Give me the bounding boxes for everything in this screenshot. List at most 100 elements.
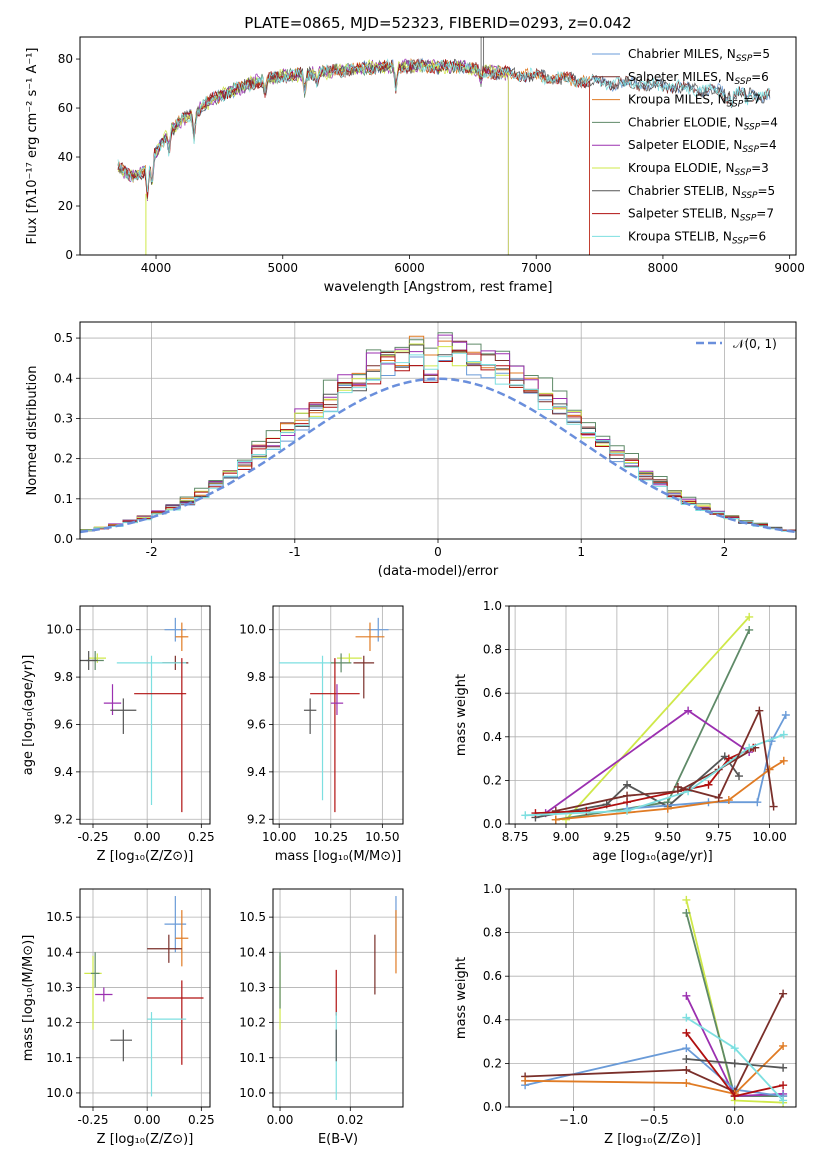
x-tick-label: 9.50 [654,830,681,844]
y-tick-label: 9.6 [54,717,73,731]
x-tick-label: 6000 [394,261,425,275]
y-tick-label: 10.2 [239,1016,266,1030]
weight-marker [779,756,788,765]
x-tick-label: 0.0 [725,1113,744,1127]
spectrum-series-kroupa-stelib [117,58,771,193]
x-tick-label: 10.00 [262,830,296,844]
weight-marker [735,772,744,781]
y-tick-label: 40 [58,150,73,164]
weight-marker [745,743,754,752]
weight_vs_age-panel: 8.75 9.00 9.25 9.50 9.75 10.00 0.0 0.2 0.4 0.6 0.8… [454,599,797,864]
weight-marker [745,625,754,634]
y-axis-label: age [log₁₀(age/yr)] [21,655,36,776]
x-tick-label: 0.00 [267,1113,294,1127]
weight-marker [779,1081,788,1090]
weight-marker [673,782,682,791]
y-axis-label: Normed distribution [25,366,40,496]
weight-marker [682,1028,691,1037]
mass_vs_Z-panel: -0.25 0.00 0.25 10.0 10.1 10.2 10.3 10.4 10.5 Z [… [21,888,215,1147]
weight-marker [682,908,691,917]
y-tick-label: 10.1 [239,1051,266,1065]
y-tick-label: 0.5 [54,331,73,345]
y-tick-label: 0.4 [483,1013,502,1027]
y-tick-label: 60 [58,101,73,115]
x-axis-label: Z [log₁₀(Z/Z⊙)] [97,849,194,864]
weight-marker [745,612,754,621]
x-tick-label: 10.50 [365,830,399,844]
weight-marker [720,752,729,761]
weight-marker [724,796,733,805]
weight_vs_Z-panel: −1.0 −0.5 0.0 0.0 0.2 0.4 0.6 0.8 1.0 Z [log₁₀(Z/… [454,882,797,1147]
spectrum-series-chabrier-stelib [117,58,771,199]
legend-label: Salpeter STELIB, NSSP=7 [628,207,774,224]
weight-line-salpeter-miles [677,707,775,807]
x-tick-label: 0.25 [188,830,215,844]
x-tick-label: 7000 [521,261,552,275]
weight-marker [682,1044,691,1053]
spectrum-series-chabrier-elodie [117,59,509,255]
x-tick-label: 10.00 [752,830,786,844]
y-axis-label: mass weight [454,957,469,1039]
axes-frame [79,605,211,825]
x-tick-label: 9.25 [604,830,631,844]
weight-marker [779,989,788,998]
weight-marker [755,706,764,715]
x-tick-label: 0.25 [188,1113,215,1127]
age_vs_Z-panel: -0.25 0.00 0.25 9.2 9.4 9.6 9.8 10.0 Z [log₁₀(Z/… [21,605,215,864]
weight-marker [682,895,691,904]
x-tick-label: 4000 [141,261,172,275]
weight-marker [765,765,774,774]
legend-label: Chabrier ELODIE, NSSP=4 [628,115,778,132]
y-tick-label: 9.2 [54,812,73,826]
weight-marker [551,815,560,824]
weight-marker [730,1044,739,1053]
spectrum-panel: 4000 5000 6000 7000 8000 9000 0 20 40 60 80 wavelen… [25,36,805,295]
weight-marker [779,1063,788,1072]
x-axis-label: Z [log₁₀(Z/Z⊙)] [97,1132,194,1147]
weight-marker [582,806,591,815]
axes-frame [272,888,404,1108]
weight-marker [682,1055,691,1064]
x-tick-label: 2 [721,545,729,559]
weight-line-kroupa-stelib [525,733,785,817]
y-tick-label: 20 [58,199,73,213]
x-tick-label: -0.25 [77,830,108,844]
x-tick-label: 0.00 [134,1113,161,1127]
y-tick-label: 10.0 [46,623,73,637]
errorbar-points [279,896,397,1100]
weight-series [521,612,790,824]
legend-label: Salpeter MILES, NSSP=6 [628,70,769,87]
errorbar-points [84,896,204,1097]
y-tick-label: 0.2 [54,452,73,466]
errorbar-points [279,617,389,813]
y-tick-label: 0.0 [483,1100,502,1114]
y-tick-label: 0.0 [54,532,73,546]
weight-marker [682,1013,691,1022]
spectrum-series-salpeter-elodie [117,58,509,255]
weight-line-kroupa-elodie [565,616,750,821]
spectrum-legend: Chabrier MILES, NSSP=5 Salpeter MILES, NS… [592,47,778,246]
mass_vs_ebv-panel: 0.00 0.02 10.0 10.1 10.2 10.3 10.4 10.5 E(B-V) [239,888,404,1147]
x-tick-label: 1 [577,545,585,559]
spectrum-series-kroupa-elodie [117,59,509,255]
weight-marker [623,780,632,789]
y-tick-label: 10.2 [46,1016,73,1030]
y-tick-label: 1.0 [483,882,502,896]
x-tick-label: -1 [289,545,301,559]
y-axis-label: mass weight [454,674,469,756]
spectrum-lines [117,37,771,255]
y-tick-label: 10.4 [46,945,73,959]
y-tick-label: 0.2 [483,773,502,787]
y-tick-label: 0.4 [54,371,73,385]
y-tick-label: 10.5 [46,910,73,924]
x-tick-label: 9000 [774,261,805,275]
y-tick-label: 10.1 [46,1051,73,1065]
weight-marker [623,806,632,815]
y-tick-label: 0.4 [483,730,502,744]
x-tick-label: 0 [434,545,442,559]
y-tick-label: 80 [58,52,73,66]
y-tick-label: 10.4 [239,945,266,959]
weight-marker [714,793,723,802]
x-axis-label: mass [log₁₀(M/M⊙)] [275,849,402,864]
weight-line-salpeter-stelib [535,746,754,814]
